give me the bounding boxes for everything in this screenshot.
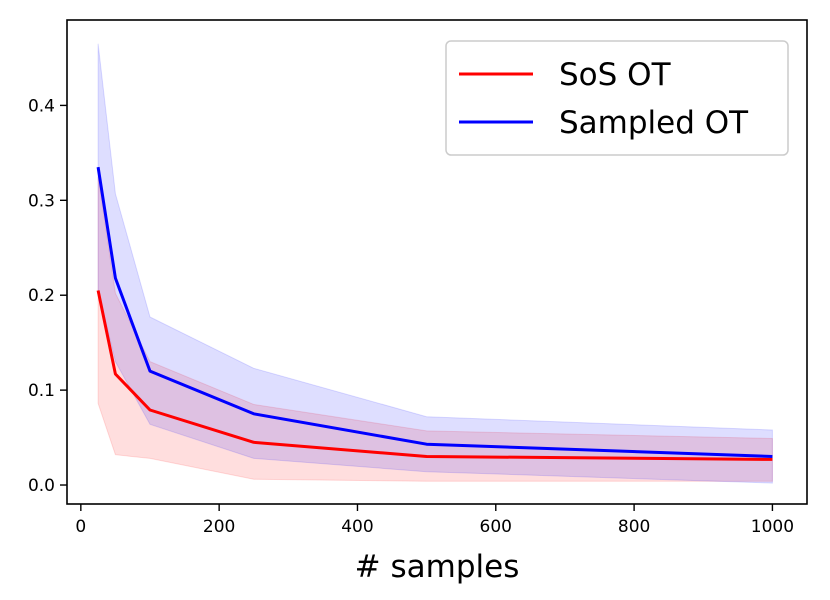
x-tick-label: 1000: [751, 517, 794, 537]
x-axis-label: # samples: [355, 549, 520, 585]
band-sos-ot: [97, 176, 773, 482]
x-tick-label: 800: [618, 517, 650, 537]
x-axis-ticks: 0 200 400 600 800 1000: [75, 504, 794, 537]
x-tick-label: 200: [203, 517, 235, 537]
y-tick-label: 0.0: [28, 476, 55, 496]
legend: SoS OT Sampled OT: [445, 40, 789, 156]
x-tick-label: 400: [341, 517, 373, 537]
y-tick-label: 0.2: [28, 286, 55, 306]
y-tick-label: 0.1: [28, 381, 55, 401]
legend-box: [445, 40, 789, 156]
line-sos-ot: [96, 290, 773, 461]
band-sampled-ot: [97, 43, 773, 484]
y-axis-ticks: 0.0 0.1 0.2 0.3 0.4: [28, 96, 67, 496]
legend-label: SoS OT: [559, 57, 672, 93]
line-sampled-ot: [96, 166, 773, 458]
series-lines: [96, 166, 773, 461]
legend-label: Sampled OT: [559, 105, 749, 141]
plot-frame: [66, 19, 808, 505]
x-tick-label: 0: [75, 517, 86, 537]
y-tick-label: 0.3: [28, 191, 55, 211]
y-tick-label: 0.4: [28, 96, 55, 116]
confidence-bands: [97, 43, 773, 484]
x-tick-label: 600: [480, 517, 512, 537]
